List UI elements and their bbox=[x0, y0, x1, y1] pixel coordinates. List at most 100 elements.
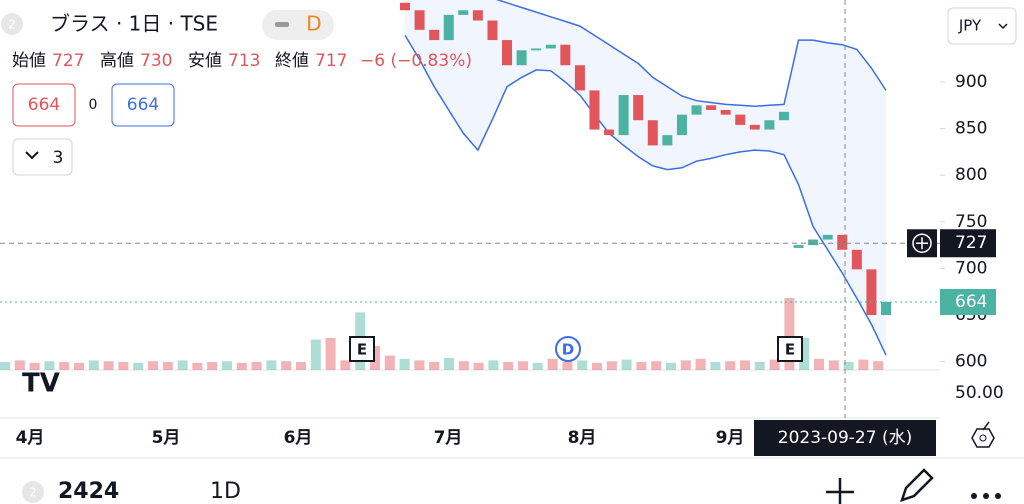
x-tick-label: 6月 bbox=[284, 428, 313, 448]
candle bbox=[414, 10, 425, 30]
candle bbox=[531, 48, 542, 51]
x-tick-label: 9月 bbox=[716, 428, 745, 448]
sell-price[interactable]: 664 bbox=[28, 95, 60, 115]
buy-price[interactable]: 664 bbox=[127, 95, 159, 115]
volume-bar bbox=[532, 362, 543, 370]
x-tick-label: 8月 bbox=[568, 428, 597, 448]
volume-bar bbox=[266, 360, 277, 370]
volume-bar bbox=[296, 362, 306, 370]
volume-bar bbox=[103, 361, 114, 370]
volume-bar bbox=[754, 362, 765, 370]
volume-bar bbox=[503, 362, 514, 370]
badge-text: 2 bbox=[29, 486, 37, 500]
volume-bar bbox=[88, 360, 99, 370]
volume-bar bbox=[399, 358, 410, 370]
volume-bar bbox=[222, 361, 232, 370]
volume-bar bbox=[118, 362, 129, 370]
volume-bar bbox=[310, 339, 321, 370]
flag: D bbox=[306, 12, 321, 36]
candle bbox=[429, 29, 440, 41]
candle bbox=[735, 114, 746, 125]
chevron bbox=[998, 23, 1008, 30]
pane-value: 50.00 bbox=[955, 383, 1004, 403]
volume-bar bbox=[814, 358, 824, 370]
volume-bar bbox=[133, 362, 144, 370]
candle bbox=[881, 301, 891, 316]
volume-bar bbox=[429, 362, 440, 370]
symbol: ブラス · 1日 · TSE bbox=[50, 12, 218, 36]
band-line bbox=[495, 0, 887, 107]
volume-bar bbox=[636, 362, 647, 370]
spread: 0 bbox=[89, 97, 98, 113]
y-tick-label: 700 bbox=[955, 258, 987, 278]
candle bbox=[764, 120, 775, 130]
sell-button[interactable] bbox=[12, 83, 76, 127]
footer-value: 2424 bbox=[58, 479, 119, 504]
logo: 𝗧𝗩 bbox=[22, 369, 60, 399]
volume-bar bbox=[621, 359, 632, 370]
settings-icon[interactable] bbox=[971, 421, 995, 448]
band-line bbox=[404, 35, 887, 356]
high: 730 bbox=[140, 51, 172, 71]
marker bbox=[777, 336, 803, 362]
crosshair-label-bg bbox=[940, 229, 996, 258]
more-icon[interactable] bbox=[971, 493, 977, 499]
volume-bar bbox=[384, 355, 395, 370]
last-price-label: 664 bbox=[955, 292, 987, 312]
y-tick-label: 600 bbox=[955, 352, 987, 372]
volume-bar bbox=[680, 360, 691, 370]
close-label: 終値 bbox=[275, 51, 309, 71]
volume-bar bbox=[44, 361, 55, 370]
volume-bar bbox=[547, 358, 558, 370]
candle bbox=[633, 95, 644, 121]
volume-bar bbox=[651, 361, 662, 370]
candle bbox=[400, 2, 410, 11]
candle bbox=[778, 111, 789, 121]
volume-bar bbox=[473, 362, 484, 370]
badge bbox=[1, 13, 23, 35]
volume-bar bbox=[710, 362, 721, 370]
volume-bar bbox=[577, 360, 588, 370]
currency[interactable]: JPY bbox=[958, 17, 982, 35]
currency-button[interactable] bbox=[947, 7, 1017, 45]
chevron bbox=[25, 151, 39, 160]
badge bbox=[22, 481, 44, 503]
y-tick-label: 800 bbox=[955, 165, 987, 185]
volume-bar bbox=[518, 361, 528, 370]
buy-button[interactable] bbox=[111, 83, 175, 127]
volume-bar bbox=[414, 360, 425, 370]
volume-bar bbox=[236, 362, 247, 370]
candle bbox=[545, 44, 556, 49]
marker bbox=[349, 336, 375, 362]
add-icon[interactable] bbox=[826, 478, 854, 504]
candle bbox=[502, 40, 513, 66]
x-tick-label: 4月 bbox=[16, 428, 45, 448]
marker-text: E bbox=[357, 341, 367, 359]
high-label: 高値 bbox=[100, 51, 134, 71]
volume-bar bbox=[725, 361, 736, 370]
candle bbox=[589, 90, 600, 130]
volume-bar bbox=[207, 362, 218, 370]
marker bbox=[555, 336, 581, 362]
minus-icon bbox=[275, 22, 289, 27]
price-axis bbox=[940, 0, 1024, 458]
volume-bar bbox=[14, 360, 25, 370]
volume-bar bbox=[340, 360, 351, 370]
draw-icon[interactable] bbox=[900, 468, 934, 502]
open-label: 始値 bbox=[12, 51, 46, 71]
candle bbox=[604, 129, 615, 136]
volume-bar bbox=[59, 362, 70, 370]
y-tick-label: 750 bbox=[955, 212, 987, 232]
indicator-toggle[interactable] bbox=[12, 138, 73, 176]
candle bbox=[458, 10, 469, 15]
volume-bar bbox=[769, 359, 780, 370]
crosshair-plus bbox=[916, 237, 928, 250]
low: 713 bbox=[228, 51, 260, 71]
volume-bar bbox=[192, 362, 203, 370]
close: 717 bbox=[315, 51, 347, 71]
indicator-count: 3 bbox=[53, 148, 64, 168]
volume-bar bbox=[666, 362, 676, 370]
candle bbox=[749, 124, 760, 130]
